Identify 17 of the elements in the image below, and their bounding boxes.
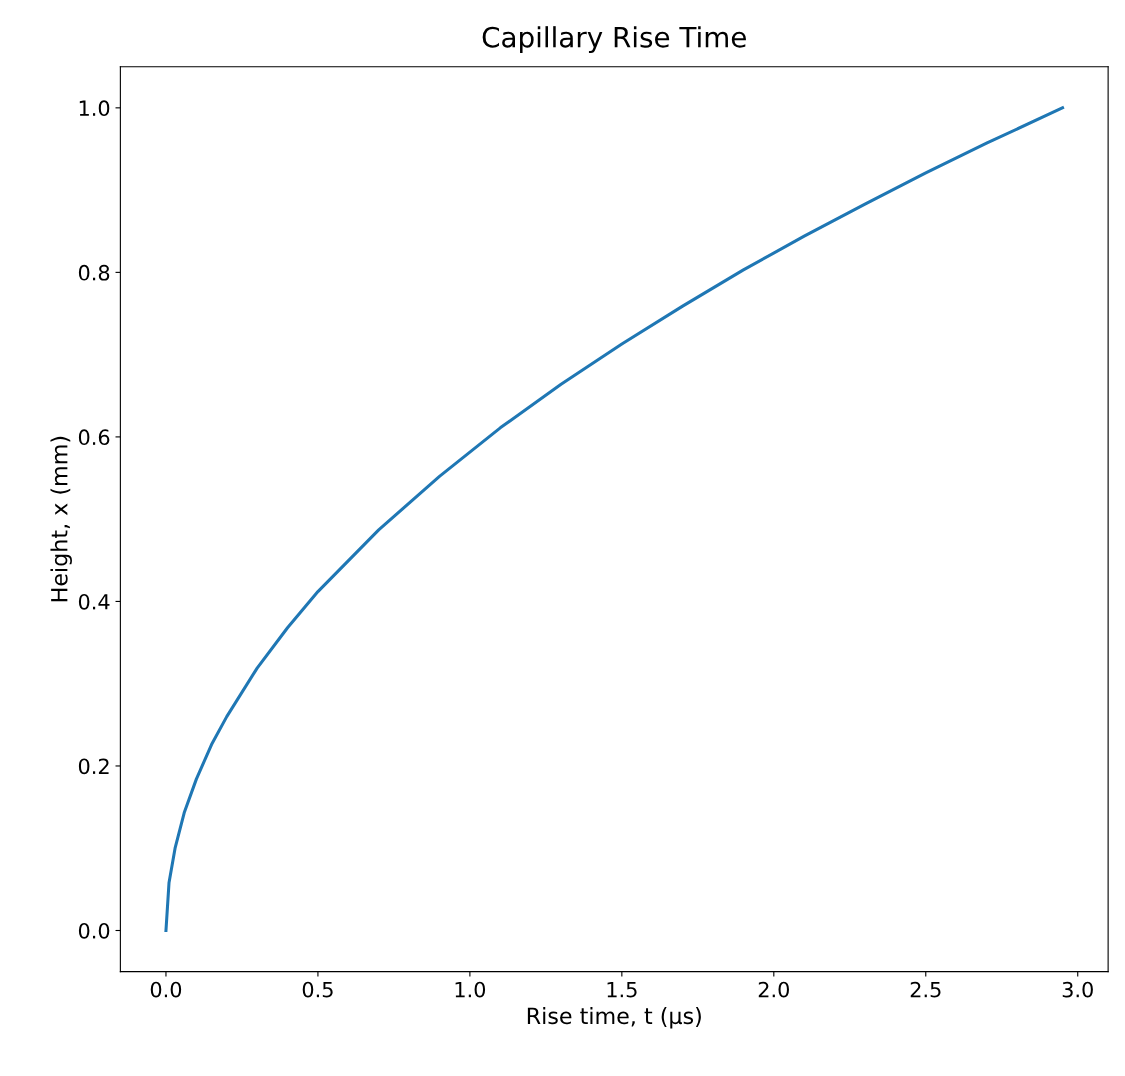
y-tick-label: 0.4: [78, 593, 110, 610]
x-axis-title: Rise time, t (µs): [527, 1007, 701, 1029]
x-tick-label: 0.0: [150, 981, 182, 998]
x-tick-label: 2.5: [910, 981, 941, 998]
line-series: [164, 106, 1065, 933]
x-tick-label: 1.0: [455, 981, 486, 998]
y-axis-title: Height, x (mm): [50, 436, 72, 602]
y-tick-label: 0.0: [78, 922, 110, 939]
y-tick-label: 0.2: [78, 758, 109, 775]
y-tick-label: 0.8: [78, 264, 110, 281]
x-tick-label: 3.0: [1062, 981, 1093, 998]
x-tick-label: 2.0: [758, 981, 789, 998]
chart-title: Capillary Rise Time: [482, 26, 746, 54]
y-tick-label: 0.6: [78, 429, 110, 446]
y-tick-label: 1.0: [79, 100, 110, 117]
x-tick-label: 0.5: [302, 981, 333, 998]
x-tick-label: 1.5: [607, 981, 637, 998]
